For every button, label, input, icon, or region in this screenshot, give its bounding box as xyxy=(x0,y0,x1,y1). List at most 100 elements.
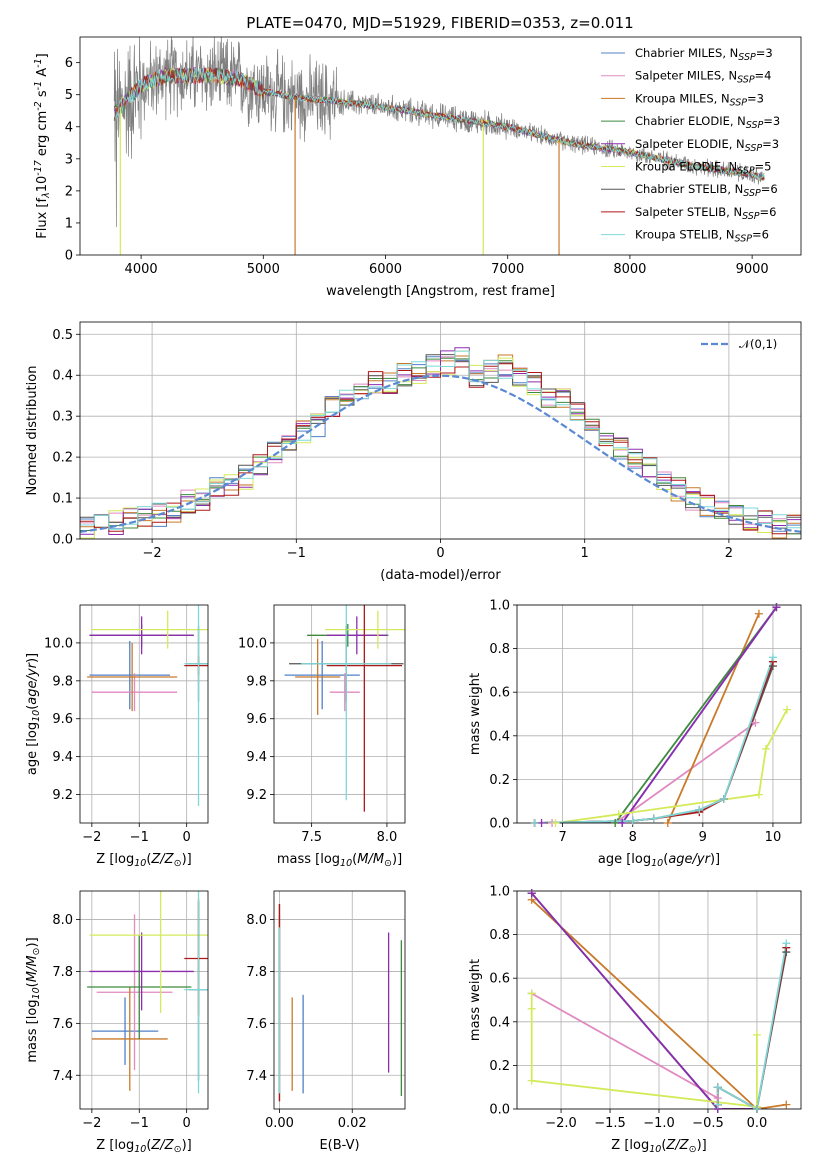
weight-marker xyxy=(618,819,627,827)
legend-label: Kroupa STELIB, NSSP​=6 xyxy=(635,228,769,245)
x-axis-label: age [log10​(age/yr)] xyxy=(598,852,720,869)
weight-marker xyxy=(752,1030,761,1039)
model-spectrum-5 xyxy=(114,67,765,182)
x-tick-label: −0.5 xyxy=(692,1116,724,1131)
x-axis-label: mass [log10​(M/M⊙​)] xyxy=(277,852,402,869)
y-tick-label: 9.8 xyxy=(246,674,267,689)
y-tick-label: 9.4 xyxy=(52,750,73,765)
weight-line-8 xyxy=(716,943,788,1109)
weight-line-1 xyxy=(531,992,757,1109)
x-tick-label: −2.0 xyxy=(545,1116,577,1131)
y-tick-label: 8.0 xyxy=(52,913,73,928)
panel-mass-vs-Z: −2 −1 0 7.4 7.6 7.8 8.0 Z [log10​(Z/Z⊙​)] mass [… xyxy=(25,890,209,1155)
x-tick-label: 0.00 xyxy=(265,1116,294,1131)
x-tick-label: 0 xyxy=(183,830,191,845)
y-axis-label: Normed distribution xyxy=(25,366,40,496)
y-tick-label: 7.4 xyxy=(52,1069,73,1084)
weight-marker xyxy=(754,609,763,618)
x-tick-label: 7.5 xyxy=(301,830,322,845)
legend-label: Salpeter STELIB, NSSP​=6 xyxy=(635,205,776,222)
y-tick-label: 9.2 xyxy=(246,788,267,803)
legend-label: 𝒩(0,1) xyxy=(739,337,777,351)
weight-marker xyxy=(537,819,546,827)
y-axis-label: mass [log10​(M/M⊙​)] xyxy=(25,937,42,1062)
y-tick-label: 9.2 xyxy=(52,788,73,803)
y-tick-label: 0.0 xyxy=(489,817,510,832)
y-axis-label: age [log10​(age/yr)] xyxy=(25,653,42,775)
y-tick-label: 7.6 xyxy=(246,1017,267,1032)
y-tick-label: 1 xyxy=(65,216,73,231)
panel-weight-vs-Z: −2.0 −1.5 −1.0 −0.5 0.0 0.0 0.2 0.4 0.6 0.8 1.0 Z [… xyxy=(468,885,802,1155)
x-tick-label: −1 xyxy=(130,830,149,845)
weight-marker xyxy=(527,989,536,998)
weight-line-4 xyxy=(541,606,778,823)
weight-marker xyxy=(754,790,763,799)
axes-frame xyxy=(79,890,209,1110)
plot-area xyxy=(284,605,405,812)
weight-marker xyxy=(695,805,704,814)
weight-line-5 xyxy=(555,709,788,823)
y-tick-label: 0.8 xyxy=(489,642,510,657)
axes-frame xyxy=(516,604,802,824)
plot-area xyxy=(87,891,208,1094)
weight-marker xyxy=(530,819,539,827)
x-tick-label: −1 xyxy=(130,1116,149,1131)
y-tick-label: 0.6 xyxy=(489,686,510,701)
x-tick-label: −2 xyxy=(82,1116,101,1131)
x-tick-label: 7 xyxy=(558,830,566,845)
weight-marker xyxy=(782,1100,791,1109)
weight-marker xyxy=(611,819,620,827)
x-tick-label: 9 xyxy=(699,830,707,845)
legend-label: Kroupa MILES, NSSP​=3 xyxy=(635,91,764,108)
y-tick-label: 3 xyxy=(65,152,73,167)
y-tick-label: 0.3 xyxy=(52,410,73,425)
x-tick-label: −1.5 xyxy=(594,1116,626,1131)
y-tick-label: 0.4 xyxy=(489,1015,510,1030)
weight-marker xyxy=(752,1105,761,1113)
legend-label: Chabrier MILES, NSSP​=3 xyxy=(635,46,773,63)
legend-label: Kroupa ELODIE, NSSP​=5 xyxy=(635,160,772,177)
x-axis-label: wavelength [Angstrom, rest frame] xyxy=(326,284,555,299)
x-tick-label: −1.0 xyxy=(643,1116,675,1131)
y-axis-label: Flux [fλ​10-17​ erg cm-2​ s-1​ A-1​] xyxy=(33,53,52,238)
y-tick-label: 9.6 xyxy=(52,712,73,727)
axes-frame xyxy=(273,890,406,1110)
y-tick-label: 5 xyxy=(65,88,73,103)
y-tick-label: 10.0 xyxy=(44,636,73,651)
legend-label: Salpeter MILES, NSSP​=4 xyxy=(635,69,772,86)
weight-marker xyxy=(719,795,728,804)
y-tick-label: 0.6 xyxy=(489,972,510,987)
weight-line-7 xyxy=(534,661,774,823)
y-tick-label: 0.4 xyxy=(489,729,510,744)
y-tick-label: 7.6 xyxy=(52,1017,73,1032)
weight-marker xyxy=(551,819,560,827)
y-tick-label: 0 xyxy=(65,249,73,264)
residual-histogram-7 xyxy=(80,363,801,539)
panel-mass-vs-EBV: 0.00 0.02 7.4 7.6 7.8 8.0 E(B-V) xyxy=(246,890,406,1153)
weight-marker xyxy=(782,939,791,948)
legend-label: Chabrier ELODIE, NSSP​=3 xyxy=(635,114,780,131)
legend-label: Chabrier STELIB, NSSP​=6 xyxy=(635,182,778,199)
weight-line-7 xyxy=(716,947,788,1109)
x-tick-label: −1 xyxy=(287,546,306,561)
y-tick-label: 4 xyxy=(65,120,73,135)
weight-marker xyxy=(527,889,536,898)
x-tick-label: 2 xyxy=(725,546,733,561)
panel-residuals: −2 −1 0 1 2 0.0 0.1 0.2 0.3 0.4 0.5 (data-model)/er… xyxy=(25,321,802,583)
x-tick-label: 9000 xyxy=(736,262,769,277)
weight-marker xyxy=(527,1004,536,1013)
axes-frame xyxy=(273,604,406,824)
weight-line-4 xyxy=(531,892,757,1109)
x-tick-label: 5000 xyxy=(247,262,280,277)
y-tick-label: 9.8 xyxy=(52,674,73,689)
weight-marker xyxy=(713,1100,722,1109)
y-tick-label: 8.0 xyxy=(246,913,267,928)
x-axis-label: E(B-V) xyxy=(319,1138,359,1153)
x-tick-label: 0.0 xyxy=(747,1116,768,1131)
x-axis-label: (data-model)/error xyxy=(380,568,501,583)
x-axis-label: Z [log10​(Z/Z⊙​)] xyxy=(96,852,191,869)
y-axis-label: mass weight xyxy=(468,673,483,755)
y-tick-label: 10.0 xyxy=(238,636,267,651)
panel-age-vs-Z: −2 −1 0 9.2 9.4 9.6 9.8 10.0 Z [log10​(Z/Z⊙​)] ag… xyxy=(25,604,209,869)
y-tick-label: 1.0 xyxy=(489,885,510,900)
